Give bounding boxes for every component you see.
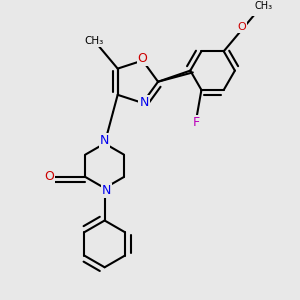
Text: O: O xyxy=(138,52,148,64)
Text: CH₃: CH₃ xyxy=(84,36,103,46)
Text: N: N xyxy=(140,96,149,110)
Text: CH₃: CH₃ xyxy=(254,1,272,11)
Text: F: F xyxy=(193,116,200,128)
Text: N: N xyxy=(102,184,111,197)
Text: N: N xyxy=(100,134,109,148)
Text: O: O xyxy=(44,170,54,184)
Text: O: O xyxy=(238,22,247,32)
